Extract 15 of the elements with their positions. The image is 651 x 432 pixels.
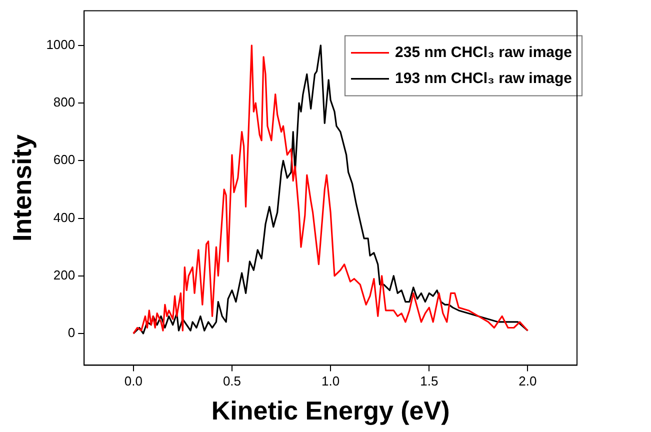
y-tick-label: 200 [53,267,76,282]
x-tick-label: 1.5 [420,374,438,389]
y-tick-label: 600 [53,152,76,168]
legend-label: 235 nm CHCl₃ raw image [395,44,572,61]
x-tick-label: 0.5 [222,374,242,389]
x-tick-label: 0.0 [124,374,142,389]
y-tick-label: 0 [68,325,76,340]
x-axis-title: Kinetic Energy (eV) [211,396,450,426]
y-tick-label: 800 [53,94,76,110]
legend-label: 193 nm CHCl₃ raw image [395,70,572,87]
y-axis-title: Intensity [6,134,37,242]
y-tick-label: 400 [53,210,76,225]
y-tick-label: 1000 [46,36,76,52]
x-tick-label: 1.0 [322,374,340,389]
x-tick-label: 2.0 [518,374,537,389]
